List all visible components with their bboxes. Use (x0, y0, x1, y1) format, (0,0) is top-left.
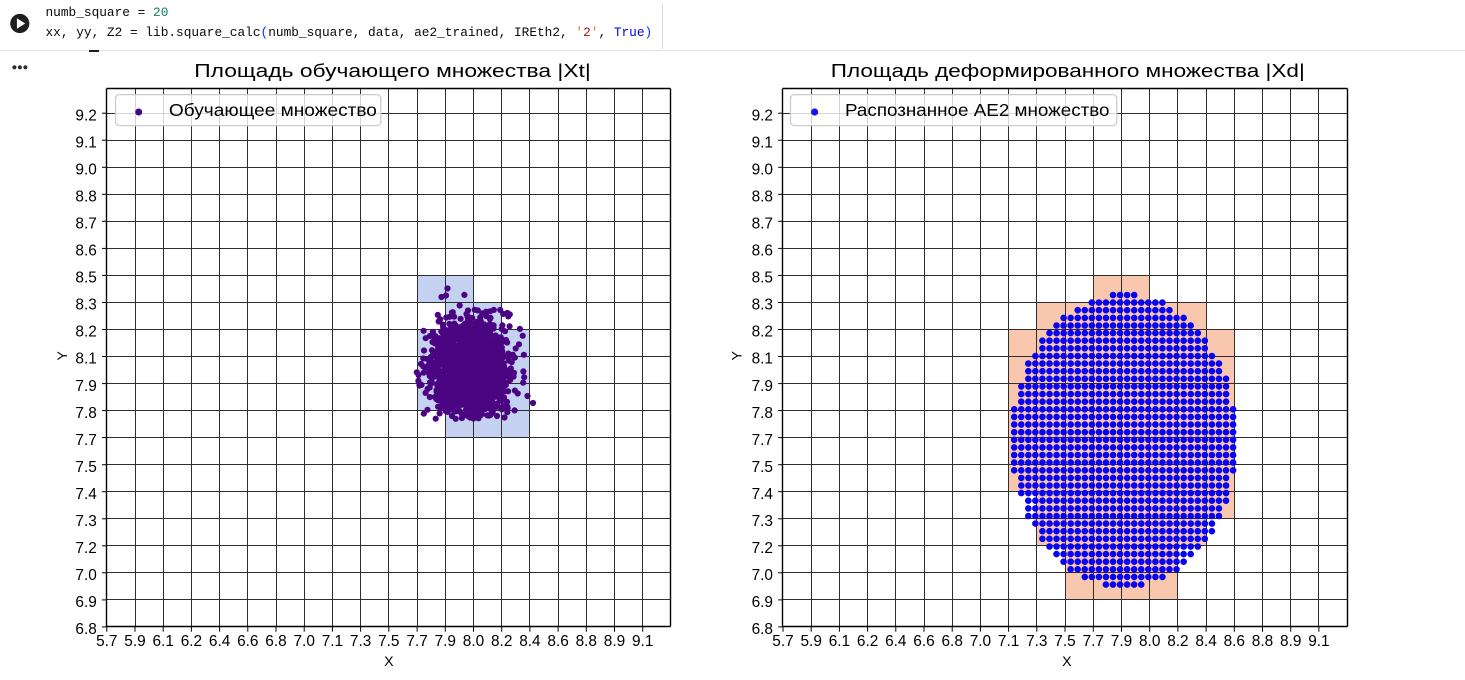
svg-text:9.0: 9.0 (75, 162, 96, 179)
svg-text:8.6: 8.6 (1224, 633, 1245, 650)
svg-text:6.1: 6.1 (152, 633, 173, 650)
svg-text:9.1: 9.1 (632, 633, 653, 650)
svg-text:8.1: 8.1 (75, 351, 96, 368)
svg-text:7.7: 7.7 (1083, 633, 1104, 650)
svg-text:8.9: 8.9 (604, 633, 625, 650)
svg-text:5.9: 5.9 (124, 633, 145, 650)
svg-text:8.0: 8.0 (463, 633, 484, 650)
svg-text:8.6: 8.6 (752, 243, 773, 260)
svg-text:9.2: 9.2 (75, 107, 96, 124)
svg-text:8.2: 8.2 (752, 324, 773, 341)
svg-text:9.0: 9.0 (752, 162, 773, 179)
svg-text:7.8: 7.8 (75, 405, 96, 422)
svg-text:6.8: 6.8 (265, 633, 286, 650)
svg-text:7.2: 7.2 (752, 540, 773, 557)
svg-text:8.4: 8.4 (519, 633, 541, 650)
svg-text:7.9: 7.9 (435, 633, 456, 650)
svg-text:7.3: 7.3 (75, 513, 96, 530)
svg-text:6.9: 6.9 (75, 594, 96, 611)
svg-text:7.3: 7.3 (1026, 633, 1047, 650)
svg-text:9.1: 9.1 (752, 134, 773, 151)
svg-text:8.0: 8.0 (1139, 633, 1160, 650)
svg-text:8.5: 8.5 (75, 270, 96, 287)
svg-text:Площадь деформированного множе: Площадь деформированного множества |Xd| (831, 61, 1305, 81)
svg-text:Площадь обучающего множества |: Площадь обучающего множества |Xt| (194, 61, 591, 81)
svg-text:7.0: 7.0 (752, 567, 773, 584)
svg-text:7.9: 7.9 (75, 378, 96, 395)
svg-text:8.2: 8.2 (75, 324, 96, 341)
svg-text:7.5: 7.5 (752, 459, 773, 476)
svg-text:5.7: 5.7 (96, 633, 117, 650)
svg-text:Распознанное АЕ2 множество: Распознанное АЕ2 множество (845, 100, 1110, 120)
svg-text:7.4: 7.4 (75, 486, 97, 503)
svg-text:7.0: 7.0 (970, 633, 991, 650)
svg-text:X: X (1062, 654, 1072, 670)
svg-text:8.7: 8.7 (752, 216, 773, 233)
svg-text:6.4: 6.4 (885, 633, 907, 650)
svg-text:8.8: 8.8 (1252, 633, 1273, 650)
svg-text:6.8: 6.8 (941, 633, 962, 650)
svg-text:7.9: 7.9 (1111, 633, 1132, 650)
svg-text:7.0: 7.0 (293, 633, 314, 650)
svg-text:6.2: 6.2 (857, 633, 878, 650)
svg-text:7.9: 7.9 (752, 378, 773, 395)
svg-text:8.8: 8.8 (75, 189, 96, 206)
svg-text:8.5: 8.5 (752, 270, 773, 287)
svg-text:8.9: 8.9 (1280, 633, 1301, 650)
svg-text:8.3: 8.3 (752, 297, 773, 314)
svg-text:7.2: 7.2 (75, 540, 96, 557)
svg-text:Y: Y (730, 351, 746, 361)
svg-text:7.3: 7.3 (350, 633, 371, 650)
svg-text:6.4: 6.4 (209, 633, 231, 650)
svg-text:7.5: 7.5 (75, 459, 96, 476)
svg-text:8.7: 8.7 (75, 216, 96, 233)
svg-text:6.2: 6.2 (181, 633, 202, 650)
svg-text:8.8: 8.8 (576, 633, 597, 650)
svg-text:8.2: 8.2 (1167, 633, 1188, 650)
svg-text:7.3: 7.3 (752, 513, 773, 530)
svg-text:6.6: 6.6 (913, 633, 934, 650)
svg-text:7.5: 7.5 (378, 633, 399, 650)
svg-text:Обучающее множество: Обучающее множество (169, 100, 377, 120)
svg-text:6.6: 6.6 (237, 633, 258, 650)
svg-text:9.1: 9.1 (1308, 633, 1329, 650)
svg-text:8.6: 8.6 (547, 633, 568, 650)
svg-text:7.8: 7.8 (752, 405, 773, 422)
svg-text:7.0: 7.0 (75, 567, 96, 584)
svg-text:7.7: 7.7 (752, 432, 773, 449)
svg-text:8.8: 8.8 (752, 189, 773, 206)
svg-text:6.8: 6.8 (752, 621, 773, 638)
svg-text:X: X (384, 654, 394, 670)
svg-text:8.6: 8.6 (75, 243, 96, 260)
svg-text:Y: Y (55, 351, 71, 361)
svg-text:7.1: 7.1 (998, 633, 1019, 650)
svg-text:5.9: 5.9 (800, 633, 821, 650)
svg-text:8.4: 8.4 (1195, 633, 1217, 650)
svg-text:5.7: 5.7 (772, 633, 793, 650)
svg-text:7.7: 7.7 (75, 432, 96, 449)
svg-text:7.1: 7.1 (322, 633, 343, 650)
svg-text:9.2: 9.2 (752, 107, 773, 124)
svg-text:6.9: 6.9 (752, 594, 773, 611)
svg-text:6.1: 6.1 (829, 633, 850, 650)
svg-text:7.7: 7.7 (406, 633, 427, 650)
svg-text:8.1: 8.1 (752, 351, 773, 368)
svg-text:8.3: 8.3 (75, 297, 96, 314)
svg-text:7.5: 7.5 (1054, 633, 1075, 650)
svg-text:9.1: 9.1 (75, 134, 96, 151)
svg-text:7.4: 7.4 (752, 486, 774, 503)
svg-text:6.8: 6.8 (75, 621, 96, 638)
svg-text:8.2: 8.2 (491, 633, 512, 650)
